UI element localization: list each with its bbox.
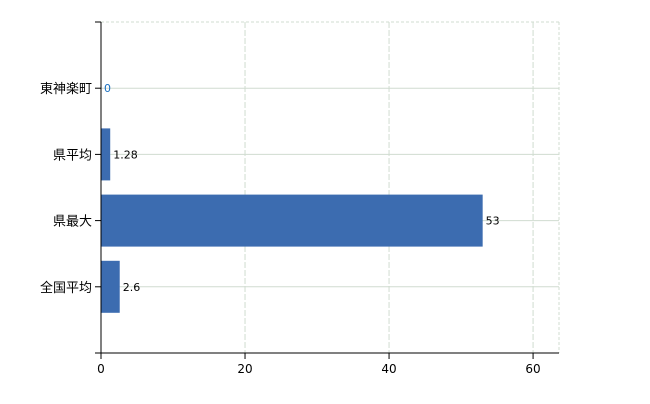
- x-tick-label: 0: [97, 362, 105, 376]
- y-tick-label: 県平均: [53, 148, 92, 163]
- y-tick-label: 全国平均: [40, 280, 92, 296]
- x-tick-label: 40: [381, 362, 396, 376]
- data-label: 1.28: [113, 148, 138, 161]
- y-tick-label: 県最大: [53, 215, 92, 230]
- y-tick-label: 東神楽町: [40, 81, 92, 97]
- x-tick-label: 20: [237, 362, 252, 376]
- bar: [101, 260, 120, 313]
- data-label: 0: [104, 82, 111, 95]
- x-tick-label: 60: [525, 362, 540, 376]
- bar: [101, 194, 483, 247]
- data-label: 2.6: [123, 281, 141, 294]
- bar: [101, 128, 111, 181]
- data-label: 53: [486, 215, 500, 228]
